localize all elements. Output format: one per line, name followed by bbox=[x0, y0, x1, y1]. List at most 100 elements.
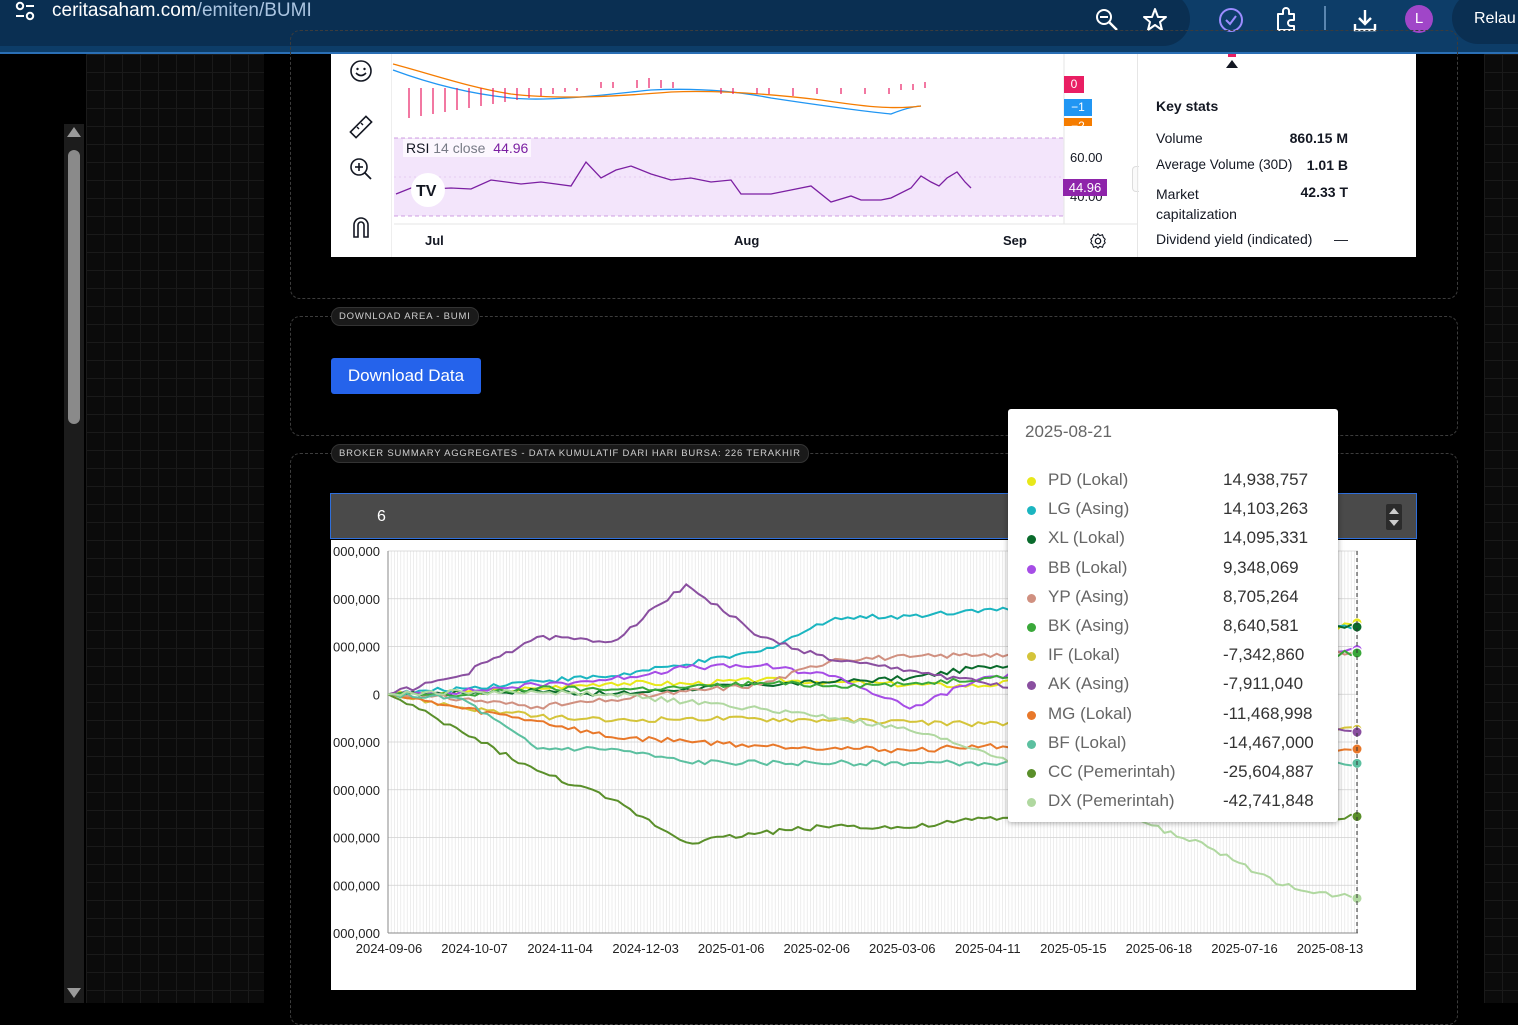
tooltip-series-value: -7,342,860 bbox=[1223, 645, 1305, 665]
x-tick-label: 2025-02-06 bbox=[783, 941, 850, 956]
tooltip-row: BK (Asing) 8,640,581 bbox=[1008, 613, 1338, 642]
rsi-value-badge: 44.96 bbox=[1063, 179, 1107, 196]
tooltip-row: IF (Lokal) -7,342,860 bbox=[1008, 642, 1338, 671]
spin-up-icon[interactable] bbox=[1389, 508, 1399, 514]
x-tick-label: 2024-11-04 bbox=[527, 941, 593, 956]
address-bar[interactable]: ceritasaham.com/emiten/BUMI bbox=[0, 0, 1190, 46]
series-dot-icon bbox=[1027, 769, 1036, 778]
emoji-icon[interactable] bbox=[348, 58, 374, 84]
x-tick-label: 2024-09-06 bbox=[356, 941, 423, 956]
series-dot-icon bbox=[1027, 593, 1036, 603]
stat-market-cap: Market capitalization 42.33 T bbox=[1156, 184, 1348, 224]
series-line bbox=[387, 688, 1358, 900]
stat-value: 860.15 M bbox=[1289, 130, 1348, 146]
price-chart-pane[interactable]: TV RSI 14 close 44.96 0 −1 −2 60.00 40.0… bbox=[391, 54, 1139, 257]
tooltip-row: DX (Pemerintah) -42,741,848 bbox=[1008, 788, 1338, 817]
series-dot-icon bbox=[1027, 623, 1036, 632]
tooltip-series-name: AK (Asing) bbox=[1048, 674, 1130, 694]
magnet-icon[interactable] bbox=[348, 214, 374, 240]
month-label-aug: Aug bbox=[734, 233, 760, 248]
stat-label: Dividend yield (indicated) bbox=[1156, 231, 1313, 247]
series-dot-icon bbox=[1027, 798, 1036, 808]
scroll-down-arrow-icon[interactable] bbox=[67, 988, 81, 998]
tooltip-series-value: 9,348,069 bbox=[1223, 557, 1299, 577]
bookmark-star-icon[interactable] bbox=[1142, 7, 1168, 33]
rsi-legend[interactable]: RSI 14 close 44.96 bbox=[403, 139, 532, 157]
zoom-in-icon[interactable] bbox=[348, 156, 374, 182]
x-tick-label: 2025-06-18 bbox=[1126, 941, 1193, 956]
extensions-puzzle-icon[interactable] bbox=[1273, 7, 1299, 33]
relaunch-button[interactable]: Relau bbox=[1452, 0, 1518, 44]
tooltip-series-value: 14,103,263 bbox=[1223, 499, 1309, 519]
tooltip-series-name: BB (Lokal) bbox=[1048, 557, 1128, 577]
chart-settings-gear-icon[interactable] bbox=[1089, 232, 1107, 250]
x-tick-label: 2024-12-03 bbox=[612, 941, 679, 956]
macd-histogram bbox=[408, 78, 926, 118]
ma-orange-line bbox=[392, 63, 922, 109]
tooltip-row: BF (Lokal) -14,467,000 bbox=[1008, 730, 1338, 759]
stat-value: — bbox=[1334, 231, 1348, 247]
tooltip-series-value: -25,604,887 bbox=[1223, 762, 1314, 781]
price-marker-triangle-icon bbox=[1226, 60, 1238, 68]
stat-label: Average Volume (30D) bbox=[1156, 157, 1293, 172]
tooltip-series-name: YP (Asing) bbox=[1048, 586, 1129, 606]
left-grid-background bbox=[86, 54, 264, 1003]
ruler-icon[interactable] bbox=[348, 114, 374, 140]
rsi-params: 14 close bbox=[433, 140, 486, 156]
x-tick-label: 2025-07-16 bbox=[1211, 941, 1278, 956]
stat-label: Volume bbox=[1156, 130, 1203, 146]
number-spinner[interactable] bbox=[1386, 504, 1402, 530]
collapse-panel-handle[interactable] bbox=[1132, 166, 1139, 192]
right-grid-background bbox=[1484, 54, 1518, 1003]
download-section bbox=[290, 316, 1458, 436]
tooltip-series-value: 8,640,581 bbox=[1223, 616, 1299, 635]
tooltip-series-name: BK (Asing) bbox=[1048, 616, 1130, 635]
url-text[interactable]: ceritasaham.com/emiten/BUMI bbox=[52, 0, 312, 22]
series-dot-icon bbox=[1027, 506, 1036, 516]
scroll-up-arrow-icon[interactable] bbox=[67, 127, 81, 137]
drawing-toolbar bbox=[331, 54, 392, 257]
extension-check-icon[interactable] bbox=[1218, 7, 1244, 33]
x-tick-label: 2025-01-06 bbox=[698, 941, 765, 956]
tooltip-series-value: -42,741,848 bbox=[1223, 791, 1314, 811]
tooltip-series-value: 14,095,331 bbox=[1223, 528, 1309, 548]
y-tick-label: 000,000 bbox=[333, 544, 380, 559]
spin-down-icon[interactable] bbox=[1389, 520, 1399, 526]
x-tick-label: 2025-04-11 bbox=[955, 941, 1021, 956]
y-tick-label: 000,000 bbox=[333, 878, 380, 893]
tooltip-row: AK (Asing) -7,911,040 bbox=[1008, 671, 1338, 700]
tooltip-row: MG (Lokal) -11,468,998 bbox=[1008, 701, 1338, 730]
scrollbar-thumb[interactable] bbox=[68, 150, 80, 424]
zoom-icon[interactable] bbox=[1094, 7, 1120, 33]
ma-blue-line bbox=[392, 69, 922, 115]
tradingview-section bbox=[290, 30, 1458, 299]
profile-avatar[interactable]: L bbox=[1405, 5, 1433, 33]
series-dot-icon bbox=[1027, 681, 1036, 691]
y-tick-label: 000,000 bbox=[333, 640, 380, 655]
rsi-axis-top: 60.00 bbox=[1070, 150, 1103, 165]
tooltip-series-value: -7,911,040 bbox=[1223, 674, 1304, 694]
tooltip-series-value: -14,467,000 bbox=[1223, 732, 1314, 752]
key-stats-title: Key stats bbox=[1156, 98, 1219, 114]
month-label-sep: Sep bbox=[1003, 233, 1027, 248]
tradingview-widget: TV RSI 14 close 44.96 0 −1 −2 60.00 40.0… bbox=[331, 54, 1416, 257]
tooltip-series-value: 8,705,264 bbox=[1223, 586, 1299, 606]
tv-logo-bg bbox=[411, 173, 445, 207]
chart-tooltip: 2025-08-21 PD (Lokal) 14,938,757 LG (Asing… bbox=[1008, 409, 1338, 822]
y-tick-label: 000,000 bbox=[333, 926, 380, 941]
month-label-jul: Jul bbox=[425, 233, 444, 248]
series-dot-icon bbox=[1027, 739, 1036, 749]
y-tick-label: 000,000 bbox=[333, 735, 380, 750]
tooltip-series-value: -11,468,998 bbox=[1223, 703, 1313, 723]
tv-logo-icon: TV bbox=[416, 183, 437, 200]
rsi-value: 44.96 bbox=[493, 140, 529, 156]
broker-count-value: 6 bbox=[377, 508, 386, 525]
site-settings-icon[interactable] bbox=[12, 0, 38, 24]
tooltip-row: YP (Asing) 8,705,264 bbox=[1008, 584, 1338, 613]
url-domain: ceritasaham.com bbox=[52, 0, 197, 21]
tooltip-series-name: XL (Lokal) bbox=[1048, 528, 1125, 548]
download-data-button[interactable]: Download Data bbox=[331, 358, 481, 394]
x-tick-label: 2025-08-13 bbox=[1297, 941, 1364, 956]
tooltip-series-name: IF (Lokal) bbox=[1048, 645, 1120, 665]
series-dot-icon bbox=[1027, 477, 1036, 486]
